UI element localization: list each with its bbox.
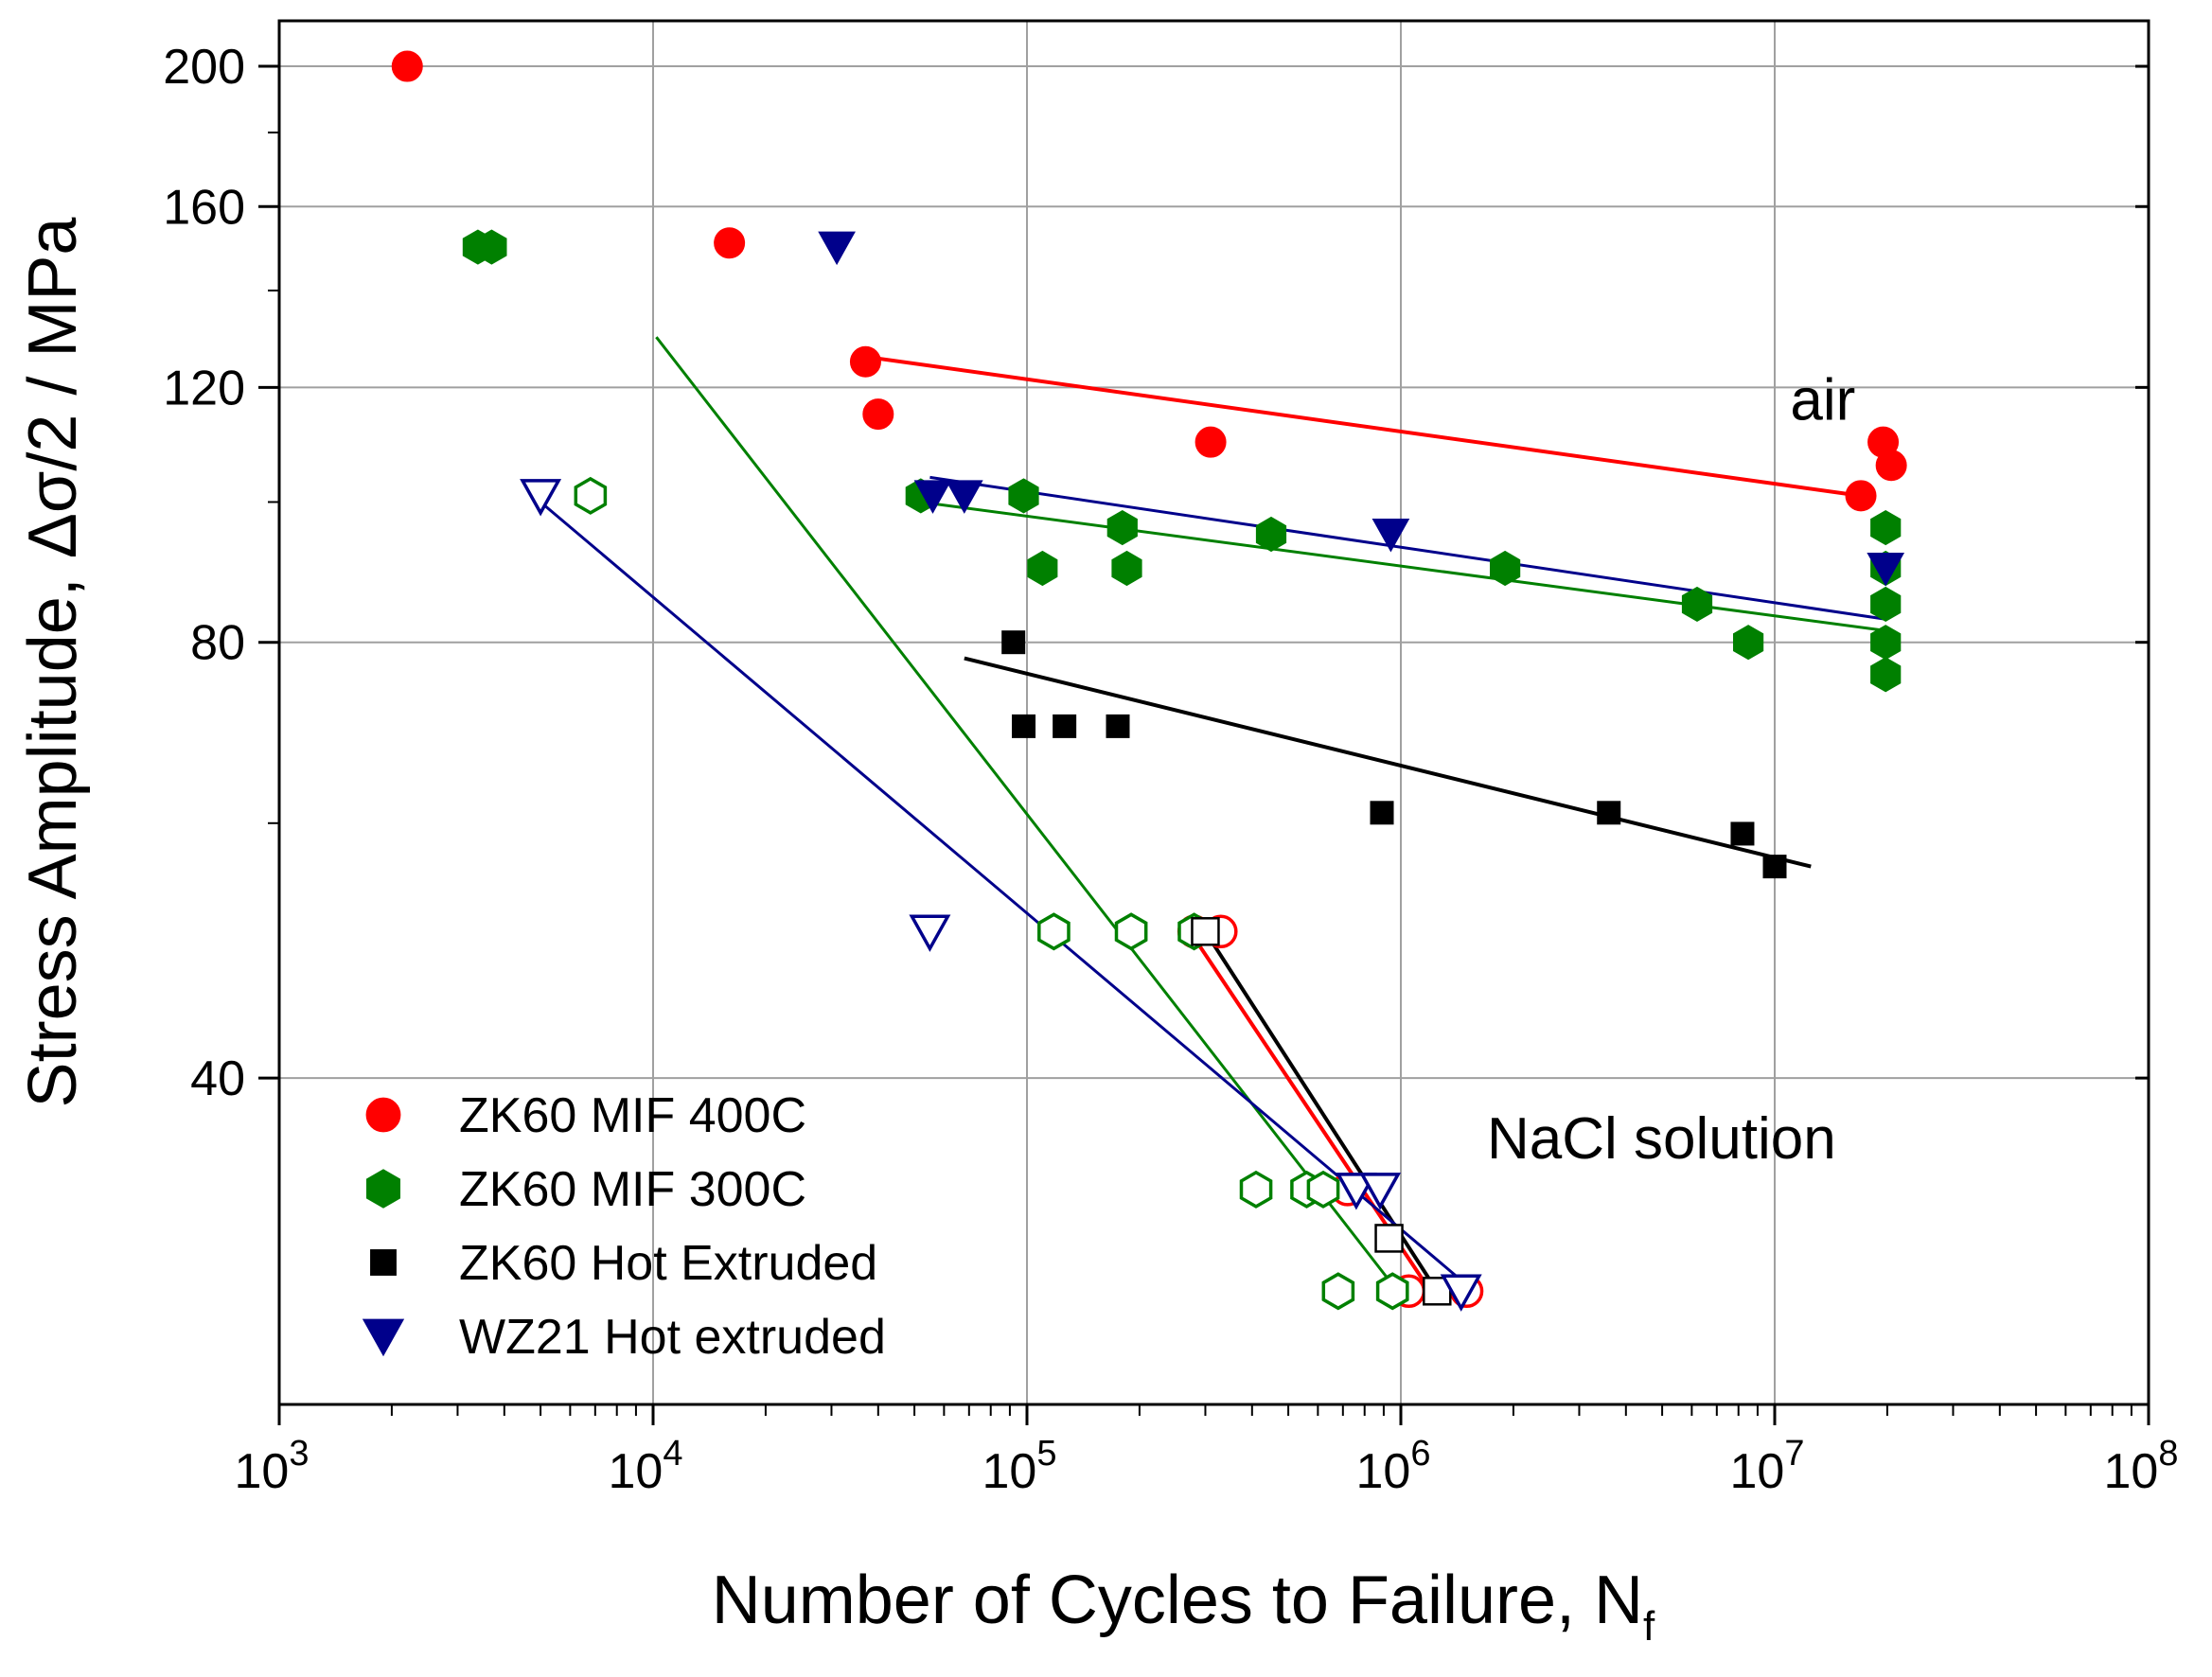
zk60-mif-300c-fit-nacl-line (655, 336, 1390, 1281)
wz21-hot-extruded-fit-nacl-line (540, 501, 1462, 1281)
wz21-hot-extruded-nacl-point (1440, 1274, 1482, 1312)
x-tick-label: 105 (982, 1434, 1057, 1499)
zk60-mif-300c-air-point (1008, 478, 1039, 514)
zk60-mif-300c-air-point (1255, 516, 1287, 553)
zk60-mif-300c-fit-air-line (920, 500, 1886, 632)
legend-entry-wz21-hot-extruded: WZ21 Hot extruded (362, 1310, 886, 1365)
zk60-hot-extruded-air-point (1053, 714, 1077, 738)
x-tick-label: 108 (2104, 1434, 2179, 1499)
zk60-hot-extruded-air-point (1730, 821, 1755, 846)
zk60-mif-400c-air-point (714, 227, 746, 259)
wz21-hot-extruded-air-point (818, 231, 856, 266)
wz21-hot-extruded-points (520, 231, 1905, 1312)
zk60-mif-300c-nacl-point (1306, 1170, 1340, 1209)
wz21-hot-extruded-air-point (913, 480, 952, 514)
axis-ticks-layer (258, 64, 2150, 1425)
zk60-mif-300c-nacl-point (1037, 912, 1071, 951)
wz21-hot-extruded-air-point (1867, 553, 1905, 587)
legend-label: WZ21 Hot extruded (459, 1310, 886, 1365)
x-axis-title: Number of Cycles to Failure, Nf (712, 1562, 1655, 1650)
zk60-mif-300c-points (462, 229, 1902, 1311)
legend: ZK60 MIF 400C ZK60 MIF 300C ZK60 Hot Extru… (362, 1088, 886, 1365)
zk60-mif-300c-air-point (1733, 625, 1764, 661)
x-tick-label: 103 (235, 1434, 310, 1499)
zk60-hot-extruded-air-point (1762, 855, 1787, 879)
data-points-layer (391, 50, 1907, 1312)
zk60-mif-400c-air-point (391, 50, 423, 82)
zk60-mif-300c-air-point (1870, 586, 1902, 622)
wz21-hot-extruded-nacl-point (520, 479, 562, 517)
zk60-mif-400c-air-point (862, 398, 894, 431)
zk60-mif-300c-nacl-point (1114, 912, 1148, 951)
legend-marker (365, 1097, 401, 1133)
zk60-mif-300c-nacl-point (1321, 1272, 1355, 1311)
x-tick-label: 107 (1730, 1434, 1805, 1499)
y-tick-label: 80 (190, 616, 245, 671)
zk60-mif-400c-air-point (1194, 426, 1227, 458)
zk60-mif-400c-fit-air-line (865, 354, 1862, 498)
x-tick-label: 104 (609, 1434, 683, 1499)
zk60-hot-extruded-air-point (1012, 714, 1036, 738)
y-axis-title: Stress Amplitude, Δσ/2 / MPa (15, 217, 91, 1108)
zk60-hot-extruded-air-point (1001, 630, 1026, 655)
zk60-mif-300c-air-point (1870, 657, 1902, 693)
wz21-hot-extruded-nacl-point (909, 914, 951, 952)
zk60-mif-400c-air-point (849, 345, 881, 378)
zk60-hot-extruded-air-point (1597, 801, 1621, 825)
zk60-hot-extruded-air-point (1106, 714, 1130, 738)
zk60-mif-300c-air-point (1681, 586, 1713, 622)
zk60-hot-extruded-nacl-point (1374, 1224, 1404, 1253)
wz21-hot-extruded-nacl-point (1359, 1173, 1402, 1210)
legend-entry-zk60-mif-300c: ZK60 MIF 300C (366, 1162, 806, 1217)
fit-lines-layer (540, 336, 1886, 1293)
wz21-hot-extruded-fit-air-line (929, 475, 1886, 621)
zk60-mif-300c-air-point (1490, 550, 1521, 587)
legend-entry-zk60-mif-400c: ZK60 MIF 400C (365, 1088, 806, 1143)
zk60-mif-400c-air-point (1875, 450, 1907, 482)
zk60-mif-300c-air-point (1111, 550, 1142, 587)
zk60-mif-300c-air-point (1027, 550, 1058, 587)
zk60-mif-300c-nacl-point (574, 476, 608, 515)
tick-labels-layer: 103 104 105 106 107 108 40 80 120 160 200 (163, 40, 2178, 1499)
legend-marker (362, 1318, 405, 1357)
x-tick-label: 106 (1356, 1434, 1431, 1499)
legend-entry-zk60-hot-extruded: ZK60 Hot Extruded (370, 1236, 877, 1291)
legend-marker (366, 1169, 400, 1209)
legend-label: ZK60 MIF 400C (459, 1088, 806, 1143)
legend-label: ZK60 Hot Extruded (459, 1236, 877, 1291)
y-tick-label: 160 (163, 180, 245, 235)
zk60-mif-300c-air-point (1870, 510, 1902, 546)
wz21-hot-extruded-air-point (945, 480, 983, 514)
grid-layer (279, 21, 2149, 1404)
zk60-mif-400c-air-point (1845, 480, 1877, 512)
annotation-air: air (1790, 367, 1855, 432)
zk60-mif-300c-air-point (1106, 510, 1138, 546)
zk60-hot-extruded-points (1001, 630, 1787, 1306)
zk60-mif-300c-nacl-point (1375, 1272, 1409, 1311)
zk60-hot-extruded-fit-air-line (964, 656, 1812, 869)
plot-frame (277, 19, 2150, 1406)
y-tick-label: 40 (190, 1051, 245, 1106)
annotation-nacl-solution: NaCl solution (1487, 1106, 1836, 1172)
annotations-layer: air NaCl solution (1487, 367, 1855, 1172)
wz21-hot-extruded-air-point (1371, 519, 1410, 553)
zk60-hot-extruded-air-point (1370, 801, 1394, 825)
y-tick-label: 120 (163, 361, 245, 415)
legend-marker (370, 1249, 397, 1276)
zk60-mif-300c-air-point (476, 229, 507, 265)
zk60-hot-extruded-nacl-point (1191, 917, 1220, 946)
y-tick-label: 200 (163, 40, 245, 95)
legend-label: ZK60 MIF 300C (459, 1162, 806, 1217)
zk60-mif-300c-nacl-point (1239, 1170, 1273, 1209)
